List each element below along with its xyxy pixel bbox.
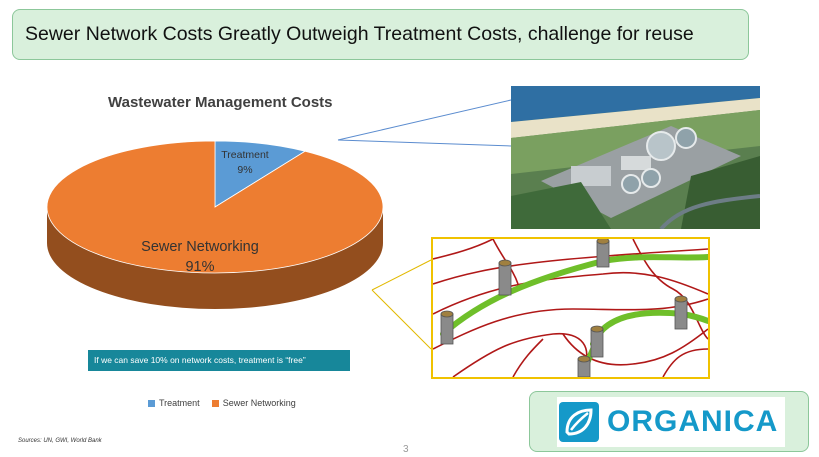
pie-slice-0 <box>214 140 307 208</box>
legend-label-treatment: Treatment <box>159 398 200 408</box>
callout-line-sewer-lower <box>371 289 432 350</box>
slide-title-box: Sewer Network Costs Greatly Outweigh Tre… <box>12 9 749 60</box>
legend-swatch-sewer <box>211 399 219 407</box>
pie-label-value-0: 9% <box>237 164 252 176</box>
callout-line-lower <box>337 139 512 147</box>
sources-footnote: Sources: UN, GWI, World Bank <box>18 438 102 444</box>
legend-label-sewer: Sewer Networking <box>222 398 296 408</box>
treatment-plant-photo <box>511 86 760 229</box>
legend-item-treatment: Treatment <box>148 398 200 408</box>
chart-legend: Treatment Sewer Networking <box>148 398 296 408</box>
page-number: 3 <box>403 444 409 455</box>
slide-title: Sewer Network Costs Greatly Outweigh Tre… <box>25 23 694 45</box>
sewer-network-diagram <box>431 237 710 379</box>
legend-swatch-treatment <box>148 399 155 407</box>
leaf-icon <box>559 402 599 442</box>
pie-slice-1 <box>46 140 384 274</box>
pie-label-category-0: Treatment <box>221 149 269 161</box>
chart-title: Wastewater Management Costs <box>108 94 333 111</box>
pie-label-category-1: Sewer Networking <box>141 239 259 255</box>
legend-item-sewer: Sewer Networking <box>211 398 296 408</box>
organica-wordmark: ORGANICA <box>607 405 779 438</box>
organica-logo-box: ORGANICA <box>529 391 809 452</box>
organica-logo: ORGANICA <box>557 397 785 447</box>
savings-note: If we can save 10% on network costs, tre… <box>88 350 350 371</box>
pie-label-value-1: 91% <box>185 259 214 275</box>
callout-line-sewer-upper <box>371 259 432 291</box>
callout-line-upper <box>337 99 512 141</box>
pie-side-1 <box>47 207 383 309</box>
